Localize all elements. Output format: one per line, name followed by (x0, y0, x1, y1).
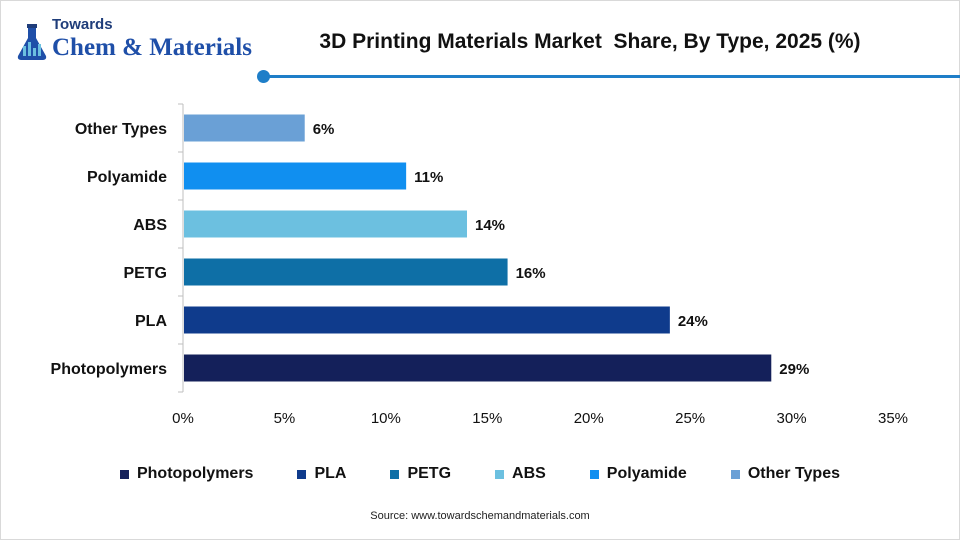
category-label: PLA (135, 313, 167, 330)
data-label: 14% (475, 217, 505, 234)
legend-label: PLA (314, 465, 347, 482)
legend-label: Polyamide (606, 465, 687, 482)
brand-logo: Towards Chem & Materials (14, 12, 254, 68)
legend-item: ABS (495, 465, 546, 483)
flask-icon (17, 24, 47, 60)
legend-label: Photopolymers (136, 465, 254, 482)
x-tick-label: 30% (777, 410, 807, 427)
brand-line-2: Chem & Materials (52, 34, 252, 61)
x-tick-label: 15% (472, 410, 502, 427)
bar-other-types (184, 114, 305, 142)
legend-swatch (495, 469, 505, 479)
source-note: Source: www.towardschemandmaterials.com (370, 510, 590, 522)
legend-label: Other Types (747, 465, 840, 482)
legend-item: Photopolymers (119, 465, 254, 483)
x-tick-label: 35% (878, 410, 908, 427)
legend-label: ABS (512, 465, 546, 482)
data-label: 11% (414, 169, 443, 186)
x-tick-label: 20% (574, 410, 604, 427)
chart-legend: Photopolymers PLA PETG ABS Polyamide Other Ty… (0, 465, 960, 483)
bar-pla (184, 306, 670, 334)
x-tick-label: 25% (675, 410, 705, 427)
data-label: 24% (678, 313, 708, 330)
legend-swatch (730, 469, 740, 479)
legend-item: PETG (390, 465, 451, 483)
category-label: Other Types (75, 121, 167, 138)
bar-chart: Photopolymers 29% PLA 24% PETG 16% ABS 14% Polya… (51, 103, 908, 427)
x-tick-label: 5% (274, 410, 296, 427)
category-label: Photopolymers (51, 361, 168, 378)
legend-swatch (297, 469, 307, 479)
brand-line-1: Towards (52, 16, 113, 33)
legend-swatch (589, 469, 599, 479)
bar-polyamide (184, 162, 407, 190)
category-label: PETG (123, 265, 167, 282)
legend-item: Other Types (730, 465, 840, 483)
category-label: ABS (133, 217, 167, 234)
x-tick-label: 10% (371, 410, 401, 427)
chart-title: 3D Printing Materials Market Share, By T… (319, 30, 861, 53)
data-label: 29% (779, 361, 809, 378)
legend-swatch (119, 469, 129, 479)
bar-photopolymers (184, 354, 772, 382)
legend-swatch (390, 469, 400, 479)
data-label: 6% (313, 121, 335, 138)
x-tick-label: 0% (172, 410, 194, 427)
legend-label: PETG (407, 465, 452, 482)
legend-item: PLA (297, 465, 346, 483)
legend-item: Polyamide (589, 465, 687, 483)
bar-abs (184, 210, 467, 238)
title-rule-dot (257, 70, 270, 83)
category-label: Polyamide (87, 169, 167, 186)
data-label: 16% (516, 265, 546, 282)
title-rule (262, 75, 960, 78)
bar-petg (184, 258, 508, 286)
